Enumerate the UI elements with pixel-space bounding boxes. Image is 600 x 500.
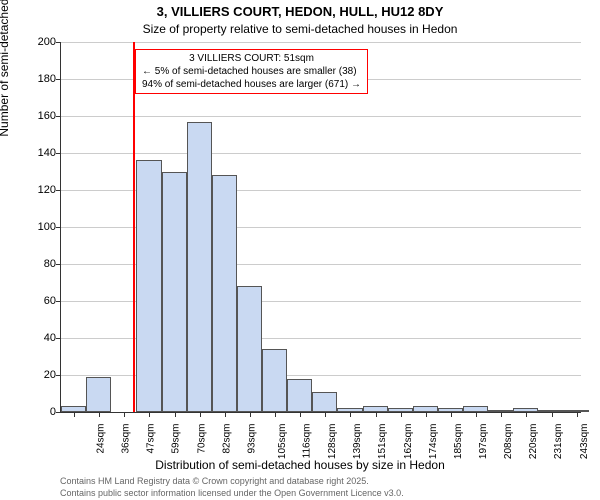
ytick-mark — [56, 264, 61, 265]
histogram-bar — [262, 349, 287, 412]
xtick-label: 208sqm — [503, 424, 514, 460]
footer-line-2: Contains public sector information licen… — [60, 488, 404, 498]
xtick-mark — [225, 412, 226, 417]
xtick-mark — [526, 412, 527, 417]
chart-title-sub: Size of property relative to semi-detach… — [0, 22, 600, 36]
xtick-label: 59sqm — [171, 424, 182, 454]
xtick-label: 24sqm — [96, 424, 107, 454]
annotation-line: 94% of semi-detached houses are larger (… — [142, 78, 361, 91]
annotation-line: ← 5% of semi-detached houses are smaller… — [142, 65, 361, 78]
ytick-mark — [56, 301, 61, 302]
histogram-bar — [162, 172, 187, 413]
ytick-label: 60 — [16, 295, 56, 307]
ytick-label: 160 — [16, 110, 56, 122]
xtick-mark — [401, 412, 402, 417]
xtick-label: 243sqm — [579, 424, 590, 460]
xtick-mark — [325, 412, 326, 417]
ytick-label: 80 — [16, 258, 56, 270]
chart-container: 3, VILLIERS COURT, HEDON, HULL, HU12 8DY… — [0, 0, 600, 500]
xtick-mark — [175, 412, 176, 417]
xtick-label: 82sqm — [221, 424, 232, 454]
ytick-mark — [56, 338, 61, 339]
xtick-mark — [350, 412, 351, 417]
xtick-mark — [552, 412, 553, 417]
xtick-mark — [501, 412, 502, 417]
ytick-mark — [56, 227, 61, 228]
histogram-bar — [187, 122, 212, 412]
ytick-mark — [56, 153, 61, 154]
gridline — [61, 42, 581, 43]
ytick-label: 20 — [16, 369, 56, 381]
ytick-label: 200 — [16, 36, 56, 48]
xtick-label: 47sqm — [146, 424, 157, 454]
xtick-mark — [99, 412, 100, 417]
ytick-label: 120 — [16, 184, 56, 196]
xtick-mark — [250, 412, 251, 417]
xtick-label: 105sqm — [277, 424, 288, 460]
histogram-bar — [287, 379, 312, 412]
x-axis-label: Distribution of semi-detached houses by … — [0, 458, 600, 472]
xtick-label: 231sqm — [553, 424, 564, 460]
ytick-label: 0 — [16, 406, 56, 418]
xtick-mark — [451, 412, 452, 417]
reference-line — [133, 42, 135, 412]
xtick-mark — [300, 412, 301, 417]
chart-title-main: 3, VILLIERS COURT, HEDON, HULL, HU12 8DY — [0, 4, 600, 19]
footer-line-1: Contains HM Land Registry data © Crown c… — [60, 476, 369, 486]
gridline — [61, 116, 581, 117]
xtick-mark — [476, 412, 477, 417]
ytick-mark — [56, 42, 61, 43]
xtick-label: 197sqm — [478, 424, 489, 460]
histogram-bar — [136, 160, 161, 412]
histogram-bar — [237, 286, 262, 412]
xtick-label: 128sqm — [327, 424, 338, 460]
xtick-mark — [376, 412, 377, 417]
histogram-bar — [212, 175, 237, 412]
ytick-mark — [56, 375, 61, 376]
xtick-label: 185sqm — [453, 424, 464, 460]
xtick-label: 174sqm — [428, 424, 439, 460]
xtick-label: 162sqm — [403, 424, 414, 460]
xtick-mark — [149, 412, 150, 417]
ytick-label: 180 — [16, 73, 56, 85]
ytick-mark — [56, 79, 61, 80]
xtick-label: 93sqm — [246, 424, 257, 454]
ytick-mark — [56, 116, 61, 117]
histogram-bar — [312, 392, 337, 412]
xtick-label: 70sqm — [196, 424, 207, 454]
ytick-label: 40 — [16, 332, 56, 344]
xtick-label: 36sqm — [121, 424, 132, 454]
xtick-mark — [426, 412, 427, 417]
xtick-label: 220sqm — [528, 424, 539, 460]
ytick-mark — [56, 412, 61, 413]
ytick-label: 100 — [16, 221, 56, 233]
gridline — [61, 153, 581, 154]
annotation-line: 3 VILLIERS COURT: 51sqm — [142, 52, 361, 65]
y-axis-label: Number of semi-detached properties — [0, 0, 11, 137]
xtick-mark — [200, 412, 201, 417]
ytick-mark — [56, 190, 61, 191]
xtick-mark — [577, 412, 578, 417]
xtick-mark — [124, 412, 125, 417]
xtick-label: 151sqm — [378, 424, 389, 460]
plot-area: 3 VILLIERS COURT: 51sqm← 5% of semi-deta… — [60, 42, 581, 413]
annotation-box: 3 VILLIERS COURT: 51sqm← 5% of semi-deta… — [135, 49, 368, 94]
xtick-mark — [74, 412, 75, 417]
xtick-mark — [275, 412, 276, 417]
histogram-bar — [86, 377, 111, 412]
xtick-label: 139sqm — [352, 424, 363, 460]
xtick-label: 116sqm — [301, 424, 312, 459]
ytick-label: 140 — [16, 147, 56, 159]
